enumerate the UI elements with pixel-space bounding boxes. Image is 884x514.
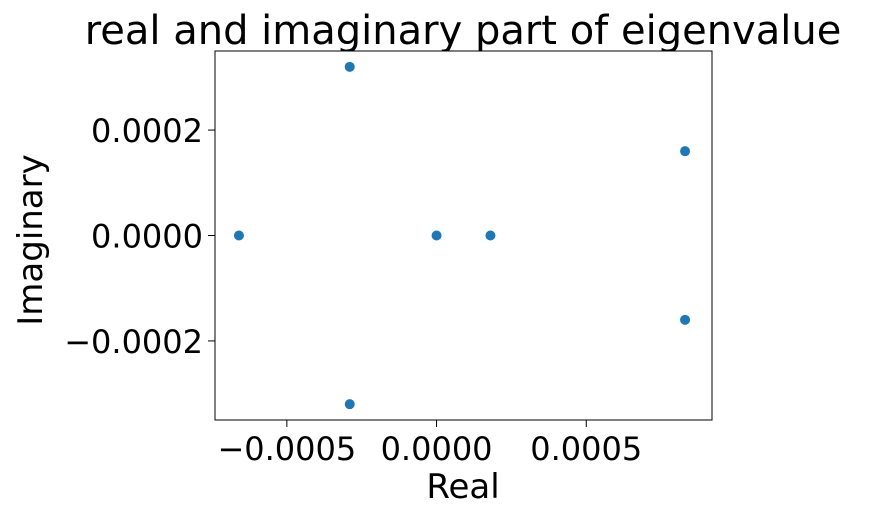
data-point (680, 146, 691, 157)
chart-title: real and imaginary part of eigenvalue (85, 8, 842, 54)
y-axis-label: Imaginary (11, 154, 51, 326)
y-axis-ticks: −0.0002 0.0000 0.0002 (64, 112, 215, 361)
data-point (431, 230, 442, 241)
data-point (344, 399, 355, 410)
x-tick-label: −0.0005 (217, 430, 356, 468)
x-axis-ticks: −0.0005 0.0000 0.0005 (217, 420, 642, 468)
x-axis-label: Real (426, 467, 499, 507)
y-tick-label: −0.0002 (64, 323, 203, 361)
x-tick-label: 0.0000 (381, 430, 493, 468)
data-points (233, 61, 691, 410)
plot-area (214, 50, 713, 421)
data-point (680, 314, 691, 325)
data-point (344, 61, 355, 72)
y-tick-label: 0.0002 (91, 112, 203, 150)
x-tick-label: 0.0005 (530, 430, 642, 468)
data-point (233, 230, 244, 241)
y-tick-label: 0.0000 (91, 218, 203, 256)
data-point (485, 230, 496, 241)
